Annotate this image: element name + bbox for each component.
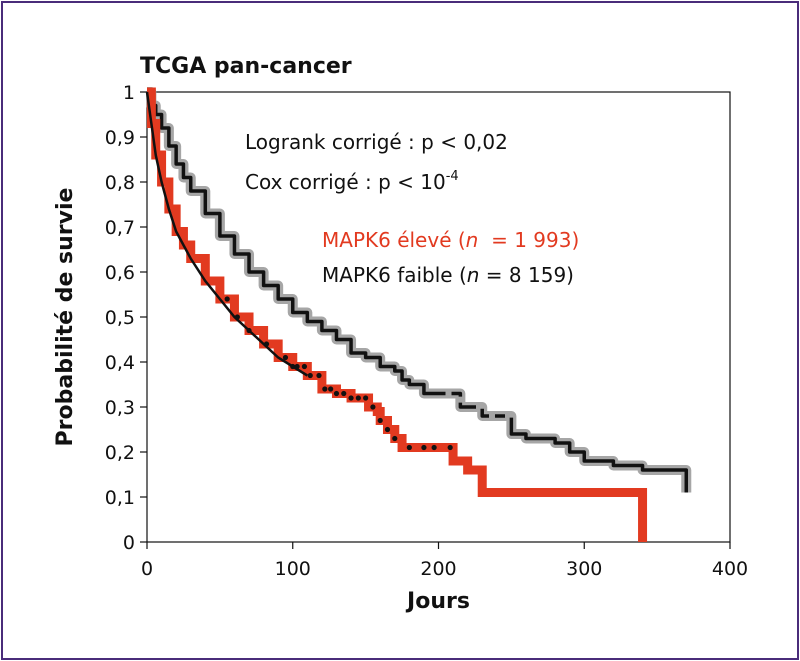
x-tick-label: 200: [420, 558, 456, 580]
censor-mark: [263, 341, 270, 347]
y-tick-label: 0,2: [105, 442, 135, 464]
legend-low-label: MAPK6 faible (: [322, 263, 467, 287]
censor-mark: [224, 296, 230, 302]
x-tick-label: 400: [712, 558, 748, 580]
legend-high-n-value: = 1 993): [478, 228, 579, 252]
y-tick-label: 0,7: [105, 217, 135, 239]
legend-low-n-value: = 8 159): [479, 263, 574, 287]
series-low-line: [147, 90, 689, 493]
censor-mark: [234, 314, 240, 320]
cox-annotation-exponent: -4: [446, 169, 459, 184]
censor-mark: [421, 444, 427, 451]
y-axis: 0 0,1 0,2 0,3 0,4 0,5 0,6 0,7 0,8 0,9 1: [105, 82, 147, 554]
y-axis-title: Probabilité de survie: [53, 188, 78, 447]
censor-mark: [282, 354, 289, 361]
legend-low: MAPK6 faible (n = 8 159): [322, 263, 574, 287]
series-high-inner-line: [145, 91, 308, 377]
x-tick-label: 300: [566, 558, 602, 580]
x-axis-title: Jours: [405, 589, 470, 614]
censor-mark: [328, 386, 334, 392]
logrank-annotation: Logrank corrigé : p < 0,02: [245, 130, 508, 154]
censor-mark: [316, 372, 322, 379]
censor-mark: [322, 386, 328, 392]
y-tick-label: 0,9: [105, 127, 135, 149]
censor-mark: [294, 363, 300, 370]
censor-mark: [370, 404, 376, 410]
censor-mark: [307, 372, 313, 379]
censor-mark: [333, 390, 340, 397]
censor-mark: [447, 444, 453, 451]
legend-high-label: MAPK6 élevé (: [322, 228, 466, 252]
cox-annotation: Cox corrigé : p < 10-4: [245, 169, 459, 194]
y-tick-label: 0,1: [105, 487, 135, 509]
y-tick-label: 1: [123, 82, 135, 104]
chart-title: TCGA pan-cancer: [140, 54, 352, 79]
y-tick-label: 0,5: [105, 307, 135, 329]
censor-mark: [431, 444, 437, 451]
legend-low-n: n: [467, 263, 480, 287]
censor-mark: [341, 390, 347, 397]
censor-mark: [246, 327, 252, 334]
censor-mark: [355, 395, 361, 401]
censor-mark: [406, 444, 412, 451]
series-layer: [145, 87, 692, 542]
legend-high-n: n: [466, 228, 479, 252]
x-tick-label: 0: [141, 558, 153, 580]
y-tick-label: 0,8: [105, 172, 135, 194]
censor-mark: [384, 426, 391, 433]
y-tick-label: 0,6: [105, 262, 135, 284]
censor-mark: [363, 395, 369, 401]
y-tick-label: 0,3: [105, 397, 135, 419]
censor-mark: [301, 363, 308, 370]
y-tick-label: 0: [123, 532, 135, 554]
censor-mark: [377, 417, 383, 424]
series-high-line: [146, 87, 648, 542]
censor-mark: [348, 395, 354, 401]
censor-mark: [392, 435, 398, 442]
legend-high: MAPK6 élevé (n = 1 993): [322, 228, 579, 252]
cox-annotation-text: Cox corrigé : p < 10: [245, 170, 446, 194]
x-tick-label: 100: [275, 558, 311, 580]
x-axis: 0 100 200 300 400: [141, 542, 748, 580]
y-tick-label: 0,4: [105, 352, 135, 374]
censor-mark: [290, 363, 296, 370]
